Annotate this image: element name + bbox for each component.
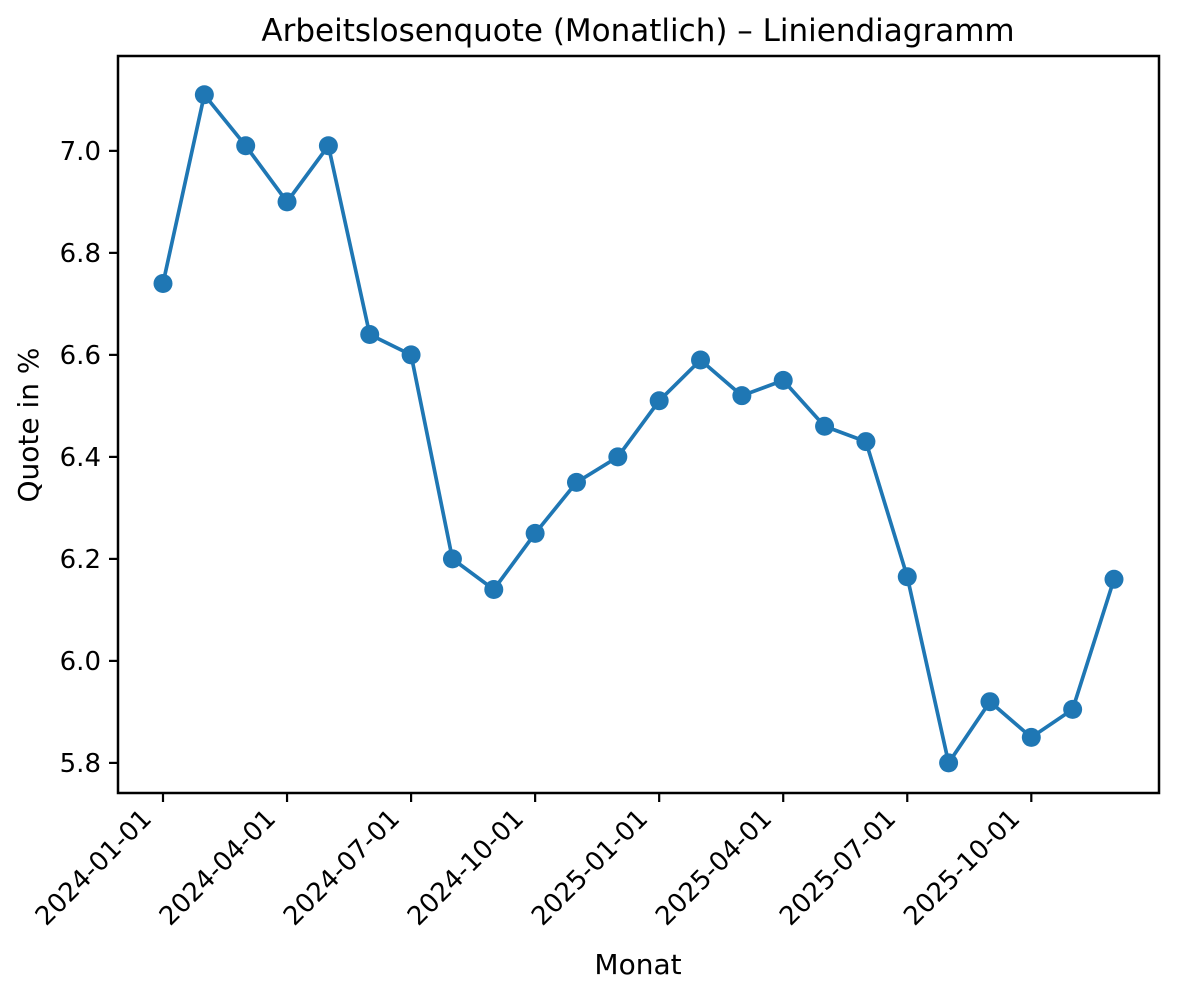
data-point-marker: [856, 432, 876, 452]
axes-spines: [116, 54, 1161, 795]
data-point-marker: [897, 567, 917, 587]
chart-title: Arbeitslosenquote (Monatlich) – Liniendi…: [261, 13, 1014, 49]
data-point-marker: [318, 136, 338, 156]
data-point-marker: [608, 447, 628, 467]
x-tick-label: 2024-07-01: [278, 804, 406, 932]
y-tick-label: 6.8: [60, 239, 101, 269]
y-tick-label: 6.2: [60, 545, 101, 575]
x-tick-label: 2025-01-01: [526, 804, 654, 932]
data-point-marker: [236, 136, 256, 156]
x-tick-label: 2024-01-01: [30, 804, 158, 932]
y-tick-label: 5.8: [60, 749, 101, 779]
data-point-marker: [649, 391, 669, 411]
data-point-marker: [732, 386, 752, 406]
data-line-series: [161, 92, 1116, 765]
data-point-marker: [153, 273, 173, 293]
x-axis-label: Monat: [594, 948, 681, 981]
data-point-marker: [815, 416, 835, 436]
data-point-marker: [939, 753, 959, 773]
y-tick-label: 6.0: [60, 647, 101, 677]
data-point-marker: [277, 192, 297, 212]
y-tick-label: 7.0: [60, 137, 101, 167]
data-point-marker: [484, 579, 504, 599]
data-point-marker: [980, 692, 1000, 712]
y-tick-label: 6.6: [60, 341, 101, 371]
data-point-marker: [194, 85, 214, 105]
x-tick-label: 2024-10-01: [402, 804, 530, 932]
data-point-marker: [773, 370, 793, 390]
x-tick-label: 2025-07-01: [774, 804, 902, 932]
x-tick-label: 2025-04-01: [650, 804, 778, 932]
data-point-marker: [1063, 699, 1083, 719]
data-point-marker: [566, 472, 586, 492]
plot-area: 5.8 6.0 6.2 6.4 6.6 6.8 7.0 2024-01-012024-04-0…: [30, 54, 1161, 932]
y-tick-label: 6.4: [60, 443, 101, 473]
data-point-marker: [1021, 727, 1041, 747]
data-point-marker: [1104, 569, 1124, 589]
data-point-marker: [360, 324, 380, 344]
y-axis-label: Quote in %: [12, 347, 45, 502]
data-point-marker: [525, 523, 545, 543]
data-point-marker: [691, 350, 711, 370]
x-tick-label: 2024-04-01: [154, 804, 282, 932]
data-point-marker: [442, 549, 462, 569]
x-tick-label: 2025-10-01: [898, 804, 1026, 932]
data-point-marker: [401, 345, 421, 365]
